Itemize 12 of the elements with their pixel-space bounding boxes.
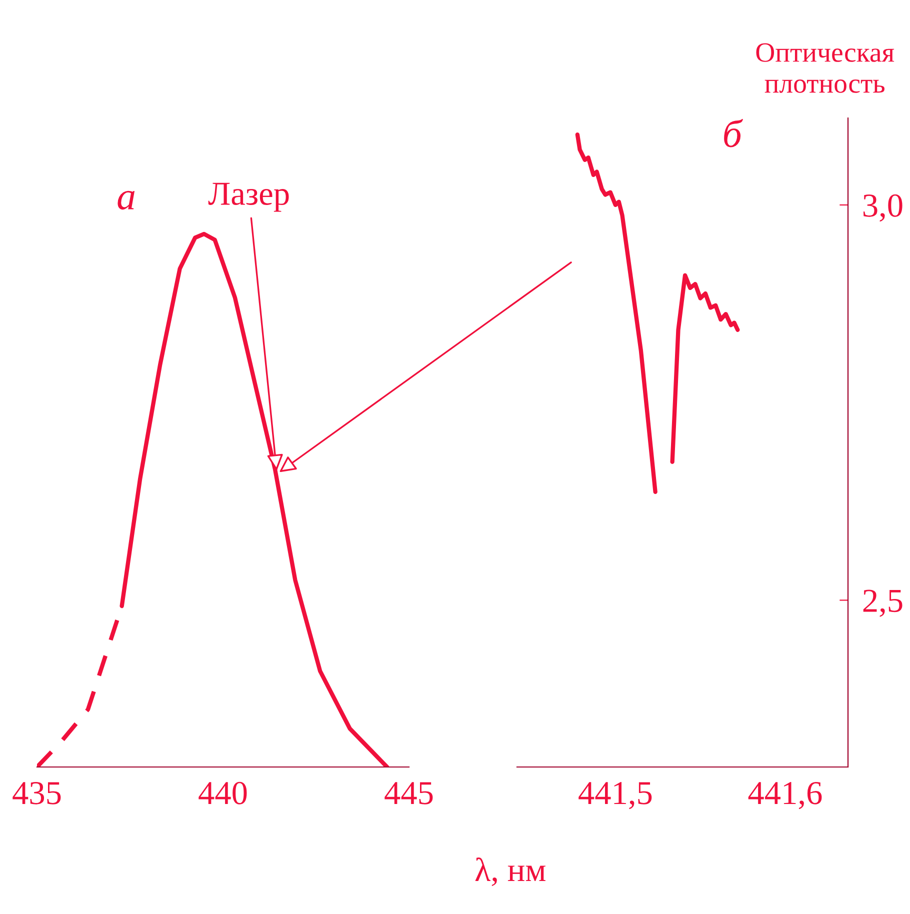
x-tick-label: 440 (198, 782, 247, 804)
y-axis-title: Оптическая плотность (756, 43, 894, 93)
x-tick-label: 441,6 (748, 782, 822, 810)
x-axis-title: λ, нм (475, 858, 546, 886)
x-tick-label: 435 (12, 782, 61, 804)
y-tick-label: 2,5 (863, 590, 902, 617)
y-tick-label: 3,0 (863, 194, 902, 222)
text: а (118, 190, 135, 210)
annotation: Лазер (208, 182, 289, 212)
annotation: б (724, 118, 743, 148)
x-tick-label: 445 (384, 782, 433, 804)
x-tick-label: 441,5 (578, 782, 652, 810)
